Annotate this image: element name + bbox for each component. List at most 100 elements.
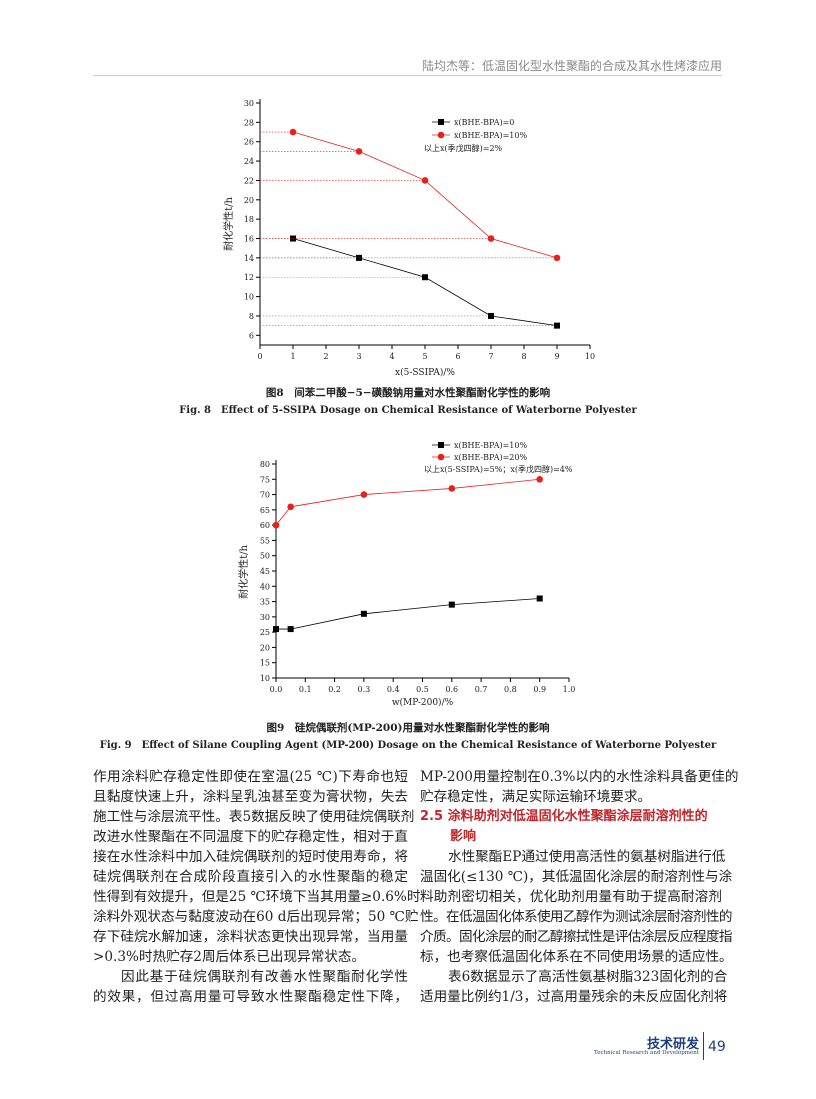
y-tick-label: 80 (260, 460, 270, 469)
legend-label: x(BHE-BPA)=20% (454, 453, 527, 462)
text-line: 硅烷偶联剂在合成阶段直接引入的水性聚酯的稳定 (93, 869, 408, 885)
data-point (448, 485, 456, 492)
caption-en: Fig. 8 Effect of 5-SSIPA Dosage on Chemi… (179, 405, 637, 416)
y-tick-label: 28 (244, 118, 254, 127)
data-point (536, 595, 543, 602)
y-tick-label: 20 (244, 196, 254, 205)
x-tick-label: 9 (554, 352, 559, 361)
x-tick-label: 7 (488, 352, 493, 361)
legend-marker (437, 453, 445, 461)
text-line: 标，也考察低温固化体系在不同使用场景的适应性。 (420, 949, 733, 965)
legend-note: 以上x(季戊四醇)=2% (424, 143, 503, 153)
legend-marker (438, 119, 444, 125)
text-line: 涂料外观状态与黏度波动在60 d后出现异常；50 ℃贮 (93, 909, 419, 925)
footer-section: 技术研发 (646, 1037, 699, 1052)
x-tick-label: 0 (257, 352, 262, 361)
text-line: 施工性与涂层流平性。表5数据反映了使用硅烷偶联剂 (93, 809, 415, 825)
y-tick-label: 18 (244, 215, 254, 224)
data-point (554, 322, 560, 329)
data-point (272, 521, 280, 529)
caption-cn: 图9 硅烷偶联剂(MP-200)用量对水性聚酯耐化学性的影响 (267, 721, 550, 734)
series-line (292, 238, 558, 327)
y-tick-label: 70 (260, 491, 270, 500)
y-tick-label: 10 (244, 293, 254, 302)
y-tick-label: 16 (244, 235, 254, 244)
data-point (448, 601, 455, 608)
x-tick-label: 0.8 (504, 685, 517, 694)
x-axis-label: x(5-SSIPA)/% (395, 367, 455, 378)
text-line: 性得到有效提升，但是25 ℃环境下当其用量≥0.6%时 (93, 889, 421, 905)
section-heading: 2.5 涂料助剂对低温固化水性聚酯涂层耐溶剂性的 (420, 807, 722, 827)
text-line: 接在水性涂料中加入硅烷偶联剂的短时使用寿命，将 (93, 849, 408, 865)
data-point (360, 610, 367, 617)
y-axis-label: 耐化学性t/h (237, 545, 250, 599)
data-point (287, 503, 294, 511)
section-title: 涂料助剂对低温固化水性聚酯涂层耐溶剂性的 (447, 809, 708, 824)
header-rule (93, 75, 722, 76)
data-point (287, 626, 294, 633)
y-tick-label: 26 (244, 138, 254, 147)
y-tick-label: 75 (260, 475, 270, 484)
legend-label: x(BHE-BPA)=0 (454, 118, 514, 127)
y-tick-label: 20 (260, 643, 270, 652)
series-line (275, 478, 540, 526)
y-tick-label: 10 (260, 674, 270, 683)
y-tick-label: 40 (260, 582, 270, 591)
text-line: 介质。固化涂层的耐乙醇擦拭性是评估涂层反应程度指 (420, 929, 732, 945)
text-line: 料助剂密切相关，优化助剂用量有助于提高耐溶剂 (420, 889, 722, 905)
running-title: 陆均杰等：低温固化型水性聚酯的合成及其水性烤漆应用 (421, 59, 722, 73)
y-tick-label: 14 (244, 254, 254, 263)
text-line: MP-200用量控制在0.3%以内的水性涂料具备更佳的 (420, 769, 739, 785)
data-point (355, 148, 363, 155)
y-tick-label: 12 (244, 273, 254, 282)
x-tick-label: 4 (389, 352, 394, 361)
text-line: 贮存稳定性，满足实际运输环境要求。 (420, 789, 652, 805)
data-point (536, 475, 543, 483)
caption-en: Fig. 9 Effect of Silane Coupling Agent (… (100, 740, 717, 751)
x-tick-label: 0.9 (533, 685, 546, 694)
page-number: 49 (708, 1039, 726, 1055)
legend-label: x(BHE-BPA)=10% (454, 131, 527, 140)
x-tick-label: 0.7 (475, 685, 488, 694)
y-tick-label: 55 (260, 536, 270, 545)
x-tick-label: 0.4 (387, 685, 400, 694)
x-tick-label: 0.1 (299, 685, 312, 694)
y-tick-label: 50 (260, 552, 270, 561)
data-point (422, 274, 428, 281)
y-axis-label: 耐化学性t/h (222, 197, 235, 251)
x-tick-label: 5 (422, 352, 427, 361)
data-point (289, 128, 297, 136)
text-line: 表6数据显示了高活性氨基树脂323固化剂的合 (448, 969, 728, 985)
text-line: 的效果，但过高用量可导致水性聚酯稳定性下降， (93, 989, 408, 1005)
text-line: 作用涂料贮存稳定性即使在室温(25 ℃)下寿命也短 (93, 769, 408, 785)
text-line: 因此基于硅烷偶联剂有改善水性聚酯耐化学性 (121, 969, 408, 985)
data-point (487, 235, 495, 242)
legend-marker (437, 131, 445, 139)
x-tick-label: 0.2 (328, 685, 341, 694)
x-tick-label: 0.0 (270, 685, 283, 694)
text-line: 性。在低温固化体系使用乙醇作为测试涂层耐溶剂性的 (420, 909, 732, 925)
legend-label: x(BHE-BPA)=10% (454, 441, 527, 450)
text-line: 存下硅烷水解加速，涂料状态更快出现异常，当用量 (93, 929, 408, 945)
text-line: 且黏度快速上升，涂料呈乳浊甚至变为膏状物，失去 (93, 789, 408, 805)
x-tick-label: 3 (356, 352, 361, 361)
section-title: 影响 (450, 829, 477, 844)
data-point (360, 491, 368, 498)
x-axis-label: w(MP-200)/% (392, 697, 454, 708)
y-tick-label: 30 (244, 99, 254, 108)
y-tick-label: 65 (260, 506, 270, 515)
caption-cn: 图8 间苯二甲酸−5−磺酸钠用量对水性聚酯耐化学性的影响 (266, 386, 551, 399)
text-line: 温固化(≤130 ℃)，其低温固化涂层的耐溶剂性与涂 (420, 869, 733, 885)
y-tick-label: 35 (260, 598, 270, 607)
x-tick-label: 0.5 (416, 685, 429, 694)
text-line: 改进水性聚酯在不同温度下的贮存稳定性，相对于直 (93, 829, 408, 845)
y-tick-label: 25 (260, 628, 270, 637)
y-tick-label: 8 (249, 312, 254, 321)
footer-bar (703, 1032, 704, 1060)
x-tick-label: 8 (521, 352, 526, 361)
series-line (276, 598, 540, 630)
y-tick-label: 45 (260, 567, 270, 576)
x-tick-label: 0.6 (445, 685, 458, 694)
